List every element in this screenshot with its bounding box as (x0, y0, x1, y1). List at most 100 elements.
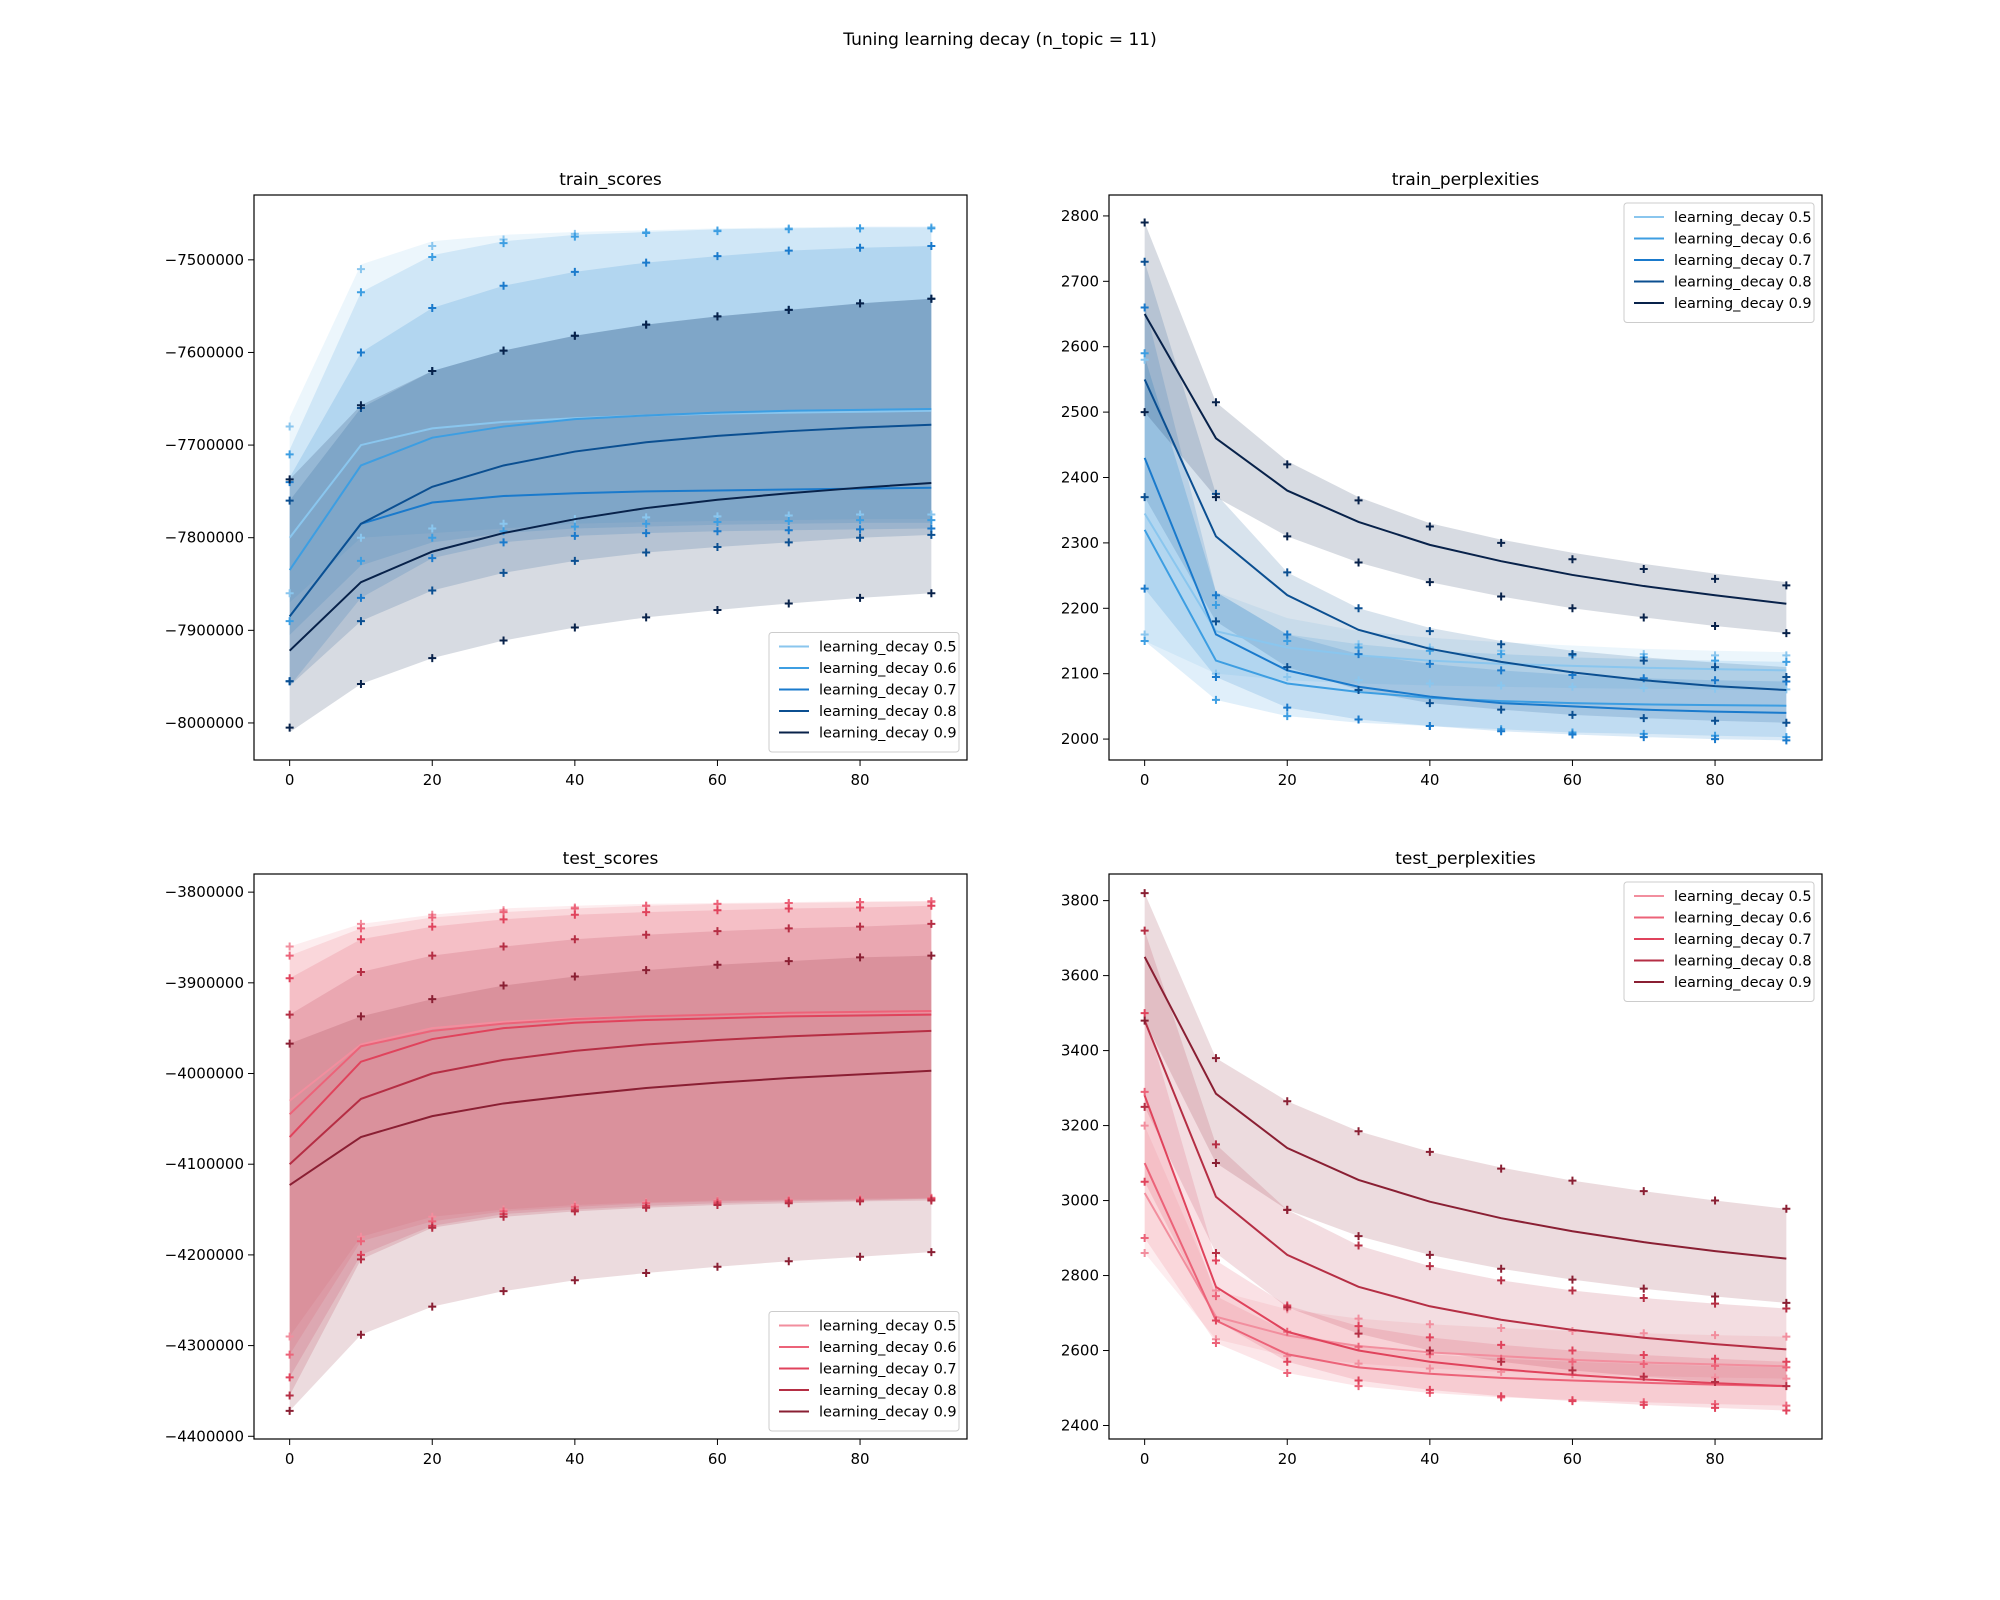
data-marker (1711, 1361, 1720, 1370)
legend-label: learning_decay 0.8 (1674, 275, 1812, 291)
data-marker (285, 589, 294, 598)
legend-label: learning_decay 0.9 (819, 1405, 957, 1421)
data-marker (713, 227, 722, 236)
series-line (288, 482, 932, 652)
legend: learning_decay 0.5 learning_decay 0.6 lear… (768, 632, 960, 753)
data-marker (1140, 349, 1149, 358)
data-marker (1140, 218, 1149, 227)
data-marker (1782, 672, 1791, 681)
data-marker (356, 617, 365, 626)
data-marker (1639, 613, 1648, 622)
data-marker (713, 1262, 722, 1271)
data-marker (570, 935, 579, 944)
data-marker (1354, 1232, 1363, 1241)
x-tick-label: 80 (1706, 771, 1725, 789)
data-marker (642, 529, 651, 538)
y-tick-label: −3800000 (165, 883, 244, 901)
data-marker (1711, 1331, 1720, 1340)
data-marker (642, 908, 651, 917)
legend-label: learning_decay 0.8 (819, 1383, 957, 1399)
data-marker (285, 617, 294, 626)
data-marker (1425, 1320, 1434, 1329)
data-marker (784, 225, 793, 234)
data-marker (1283, 532, 1292, 541)
data-marker (642, 548, 651, 557)
data-marker (285, 974, 294, 983)
data-marker (1211, 601, 1220, 610)
data-marker (1140, 1016, 1149, 1025)
data-marker (1497, 1276, 1506, 1285)
x-tick-label: 40 (1420, 771, 1439, 789)
series-line (1143, 313, 1787, 605)
data-marker (1639, 684, 1648, 693)
data-marker (713, 312, 722, 321)
data-marker (1425, 699, 1434, 708)
data-marker (1211, 1316, 1220, 1325)
data-marker (428, 533, 437, 542)
data-marker (1211, 1249, 1220, 1258)
data-marker (356, 401, 365, 410)
data-marker (1425, 1346, 1434, 1355)
x-tick-label: 60 (708, 771, 727, 789)
data-marker (1354, 558, 1363, 567)
data-marker (1497, 1340, 1506, 1349)
data-marker (1639, 656, 1648, 665)
data-marker (713, 517, 722, 526)
data-marker (1782, 1204, 1791, 1213)
legend-label: learning_decay 0.7 (1674, 932, 1812, 948)
data-marker (927, 224, 936, 233)
data-marker (428, 951, 437, 960)
data-marker (285, 1406, 294, 1415)
data-marker (570, 522, 579, 531)
figure-suptitle: Tuning learning decay (n_topic = 11) (842, 30, 1156, 50)
data-marker (1497, 538, 1506, 547)
data-marker (856, 525, 865, 534)
y-tick-label: 3400 (1061, 1042, 1099, 1060)
data-marker (784, 1257, 793, 1266)
y-tick-label: 2400 (1061, 1417, 1099, 1435)
data-marker (1140, 1234, 1149, 1243)
data-marker (1211, 1054, 1220, 1063)
confidence-band (289, 226, 932, 603)
legend-label: learning_decay 0.6 (819, 661, 957, 677)
data-marker (285, 942, 294, 951)
data-marker (1425, 522, 1434, 531)
y-tick-label: −4100000 (165, 1155, 244, 1173)
confidence-band (289, 901, 932, 1337)
y-tick-label: 2100 (1061, 665, 1099, 683)
legend-label: learning_decay 0.6 (819, 1340, 957, 1356)
data-marker (1140, 926, 1149, 935)
legend-label: learning_decay 0.7 (1674, 253, 1812, 269)
data-marker (1568, 1397, 1577, 1406)
data-marker (1711, 574, 1720, 583)
data-marker (285, 1350, 294, 1359)
data-marker (1711, 1403, 1720, 1412)
data-marker (927, 919, 936, 928)
data-marker (1497, 1164, 1506, 1173)
y-tick-label: 2700 (1061, 272, 1099, 290)
series-line (288, 486, 932, 618)
data-marker (1568, 1176, 1577, 1185)
series-line (288, 423, 932, 618)
data-marker (356, 593, 365, 602)
data-marker (1354, 1342, 1363, 1351)
x-tick-label: 20 (1278, 1450, 1297, 1468)
data-marker (1211, 493, 1220, 502)
data-marker (1711, 621, 1720, 630)
data-marker (1711, 1292, 1720, 1301)
data-marker (1283, 568, 1292, 577)
x-tick-label: 0 (285, 771, 295, 789)
data-marker (1782, 1382, 1791, 1391)
data-marker (784, 599, 793, 608)
data-marker (499, 1287, 508, 1296)
data-marker (927, 589, 936, 598)
x-tick-label: 20 (423, 771, 442, 789)
data-marker (1497, 592, 1506, 601)
data-marker (428, 654, 437, 663)
data-marker (1140, 1087, 1149, 1096)
y-tick-label: 2000 (1061, 730, 1099, 748)
data-marker (1782, 1332, 1791, 1341)
data-marker (1639, 1351, 1648, 1360)
data-marker (356, 348, 365, 357)
x-tick-label: 80 (851, 1450, 870, 1468)
